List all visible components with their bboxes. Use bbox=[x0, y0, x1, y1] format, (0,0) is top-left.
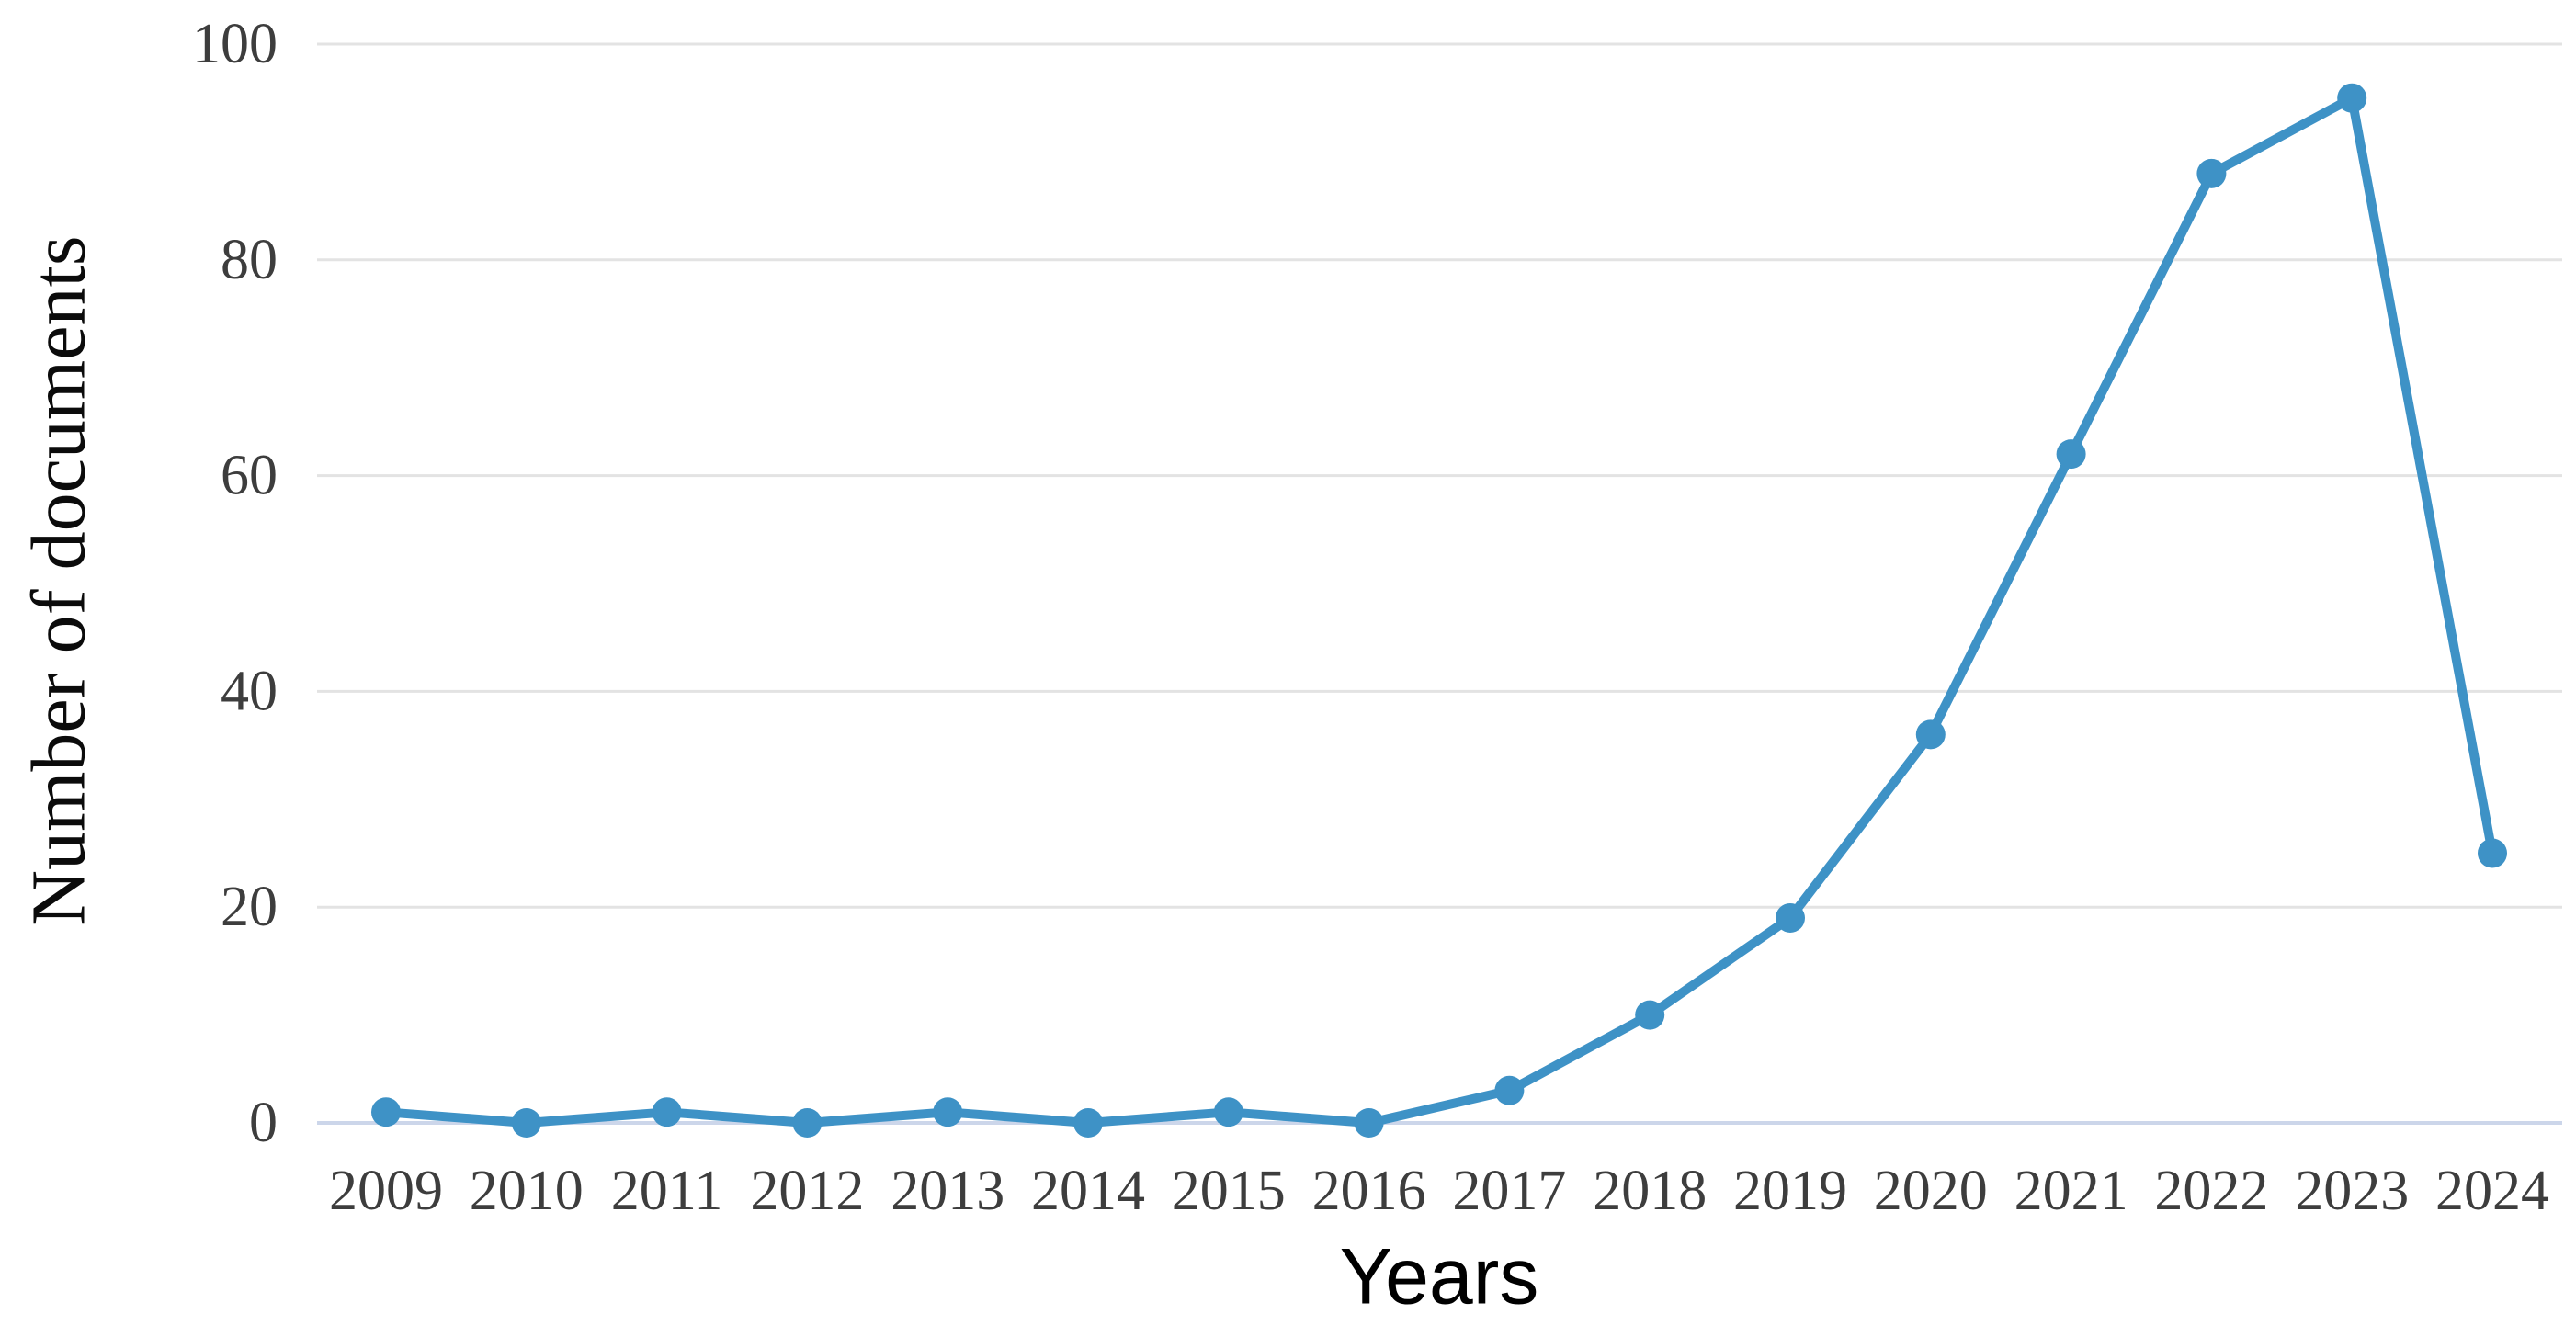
x-tick-label: 2017 bbox=[1452, 1160, 1566, 1222]
data-point bbox=[2337, 83, 2367, 113]
x-tick-label: 2016 bbox=[1312, 1160, 1426, 1222]
data-point bbox=[792, 1108, 823, 1138]
data-line bbox=[381, 93, 2497, 1127]
x-tick-label: 2024 bbox=[2435, 1160, 2549, 1222]
y-tick-label: 80 bbox=[221, 229, 278, 291]
y-tick-label: 0 bbox=[249, 1092, 278, 1154]
data-point bbox=[1776, 902, 1805, 933]
x-tick-label: 2019 bbox=[1733, 1160, 1847, 1222]
data-point bbox=[2196, 158, 2227, 188]
x-tick-label: 2011 bbox=[611, 1160, 723, 1222]
x-tick-label: 2014 bbox=[1031, 1160, 1145, 1222]
x-tick-label: 2015 bbox=[1172, 1160, 1286, 1222]
data-point bbox=[1494, 1075, 1525, 1105]
x-tick-label: 2010 bbox=[470, 1160, 584, 1222]
data-point bbox=[652, 1097, 682, 1127]
y-tick-label: 20 bbox=[221, 876, 278, 938]
data-point bbox=[2056, 439, 2086, 470]
data-point bbox=[2478, 838, 2507, 868]
x-tick-label: 2012 bbox=[750, 1160, 864, 1222]
y-tick-label: 60 bbox=[221, 445, 278, 507]
data-point bbox=[1354, 1108, 1384, 1138]
x-axis-title: Years bbox=[1339, 1232, 1539, 1321]
y-tick-label: 40 bbox=[221, 660, 278, 722]
x-tick-label: 2021 bbox=[2014, 1160, 2128, 1222]
data-point bbox=[933, 1097, 963, 1127]
y-tick-label: 100 bbox=[192, 13, 278, 75]
data-point bbox=[1915, 719, 1946, 750]
y-axis-title: Number of documents bbox=[16, 235, 102, 926]
data-point bbox=[511, 1108, 541, 1138]
data-point bbox=[1213, 1097, 1243, 1127]
x-tick-label: 2022 bbox=[2154, 1160, 2268, 1222]
x-tick-label: 2018 bbox=[1593, 1160, 1707, 1222]
x-tick-label: 2020 bbox=[1874, 1160, 1988, 1222]
data-point bbox=[1635, 1000, 1665, 1030]
x-tick-label: 2013 bbox=[891, 1160, 1004, 1222]
data-point bbox=[371, 1097, 401, 1127]
x-tick-label: 2009 bbox=[329, 1160, 443, 1222]
data-point bbox=[1073, 1108, 1103, 1138]
x-tick-label: 2023 bbox=[2295, 1160, 2409, 1222]
